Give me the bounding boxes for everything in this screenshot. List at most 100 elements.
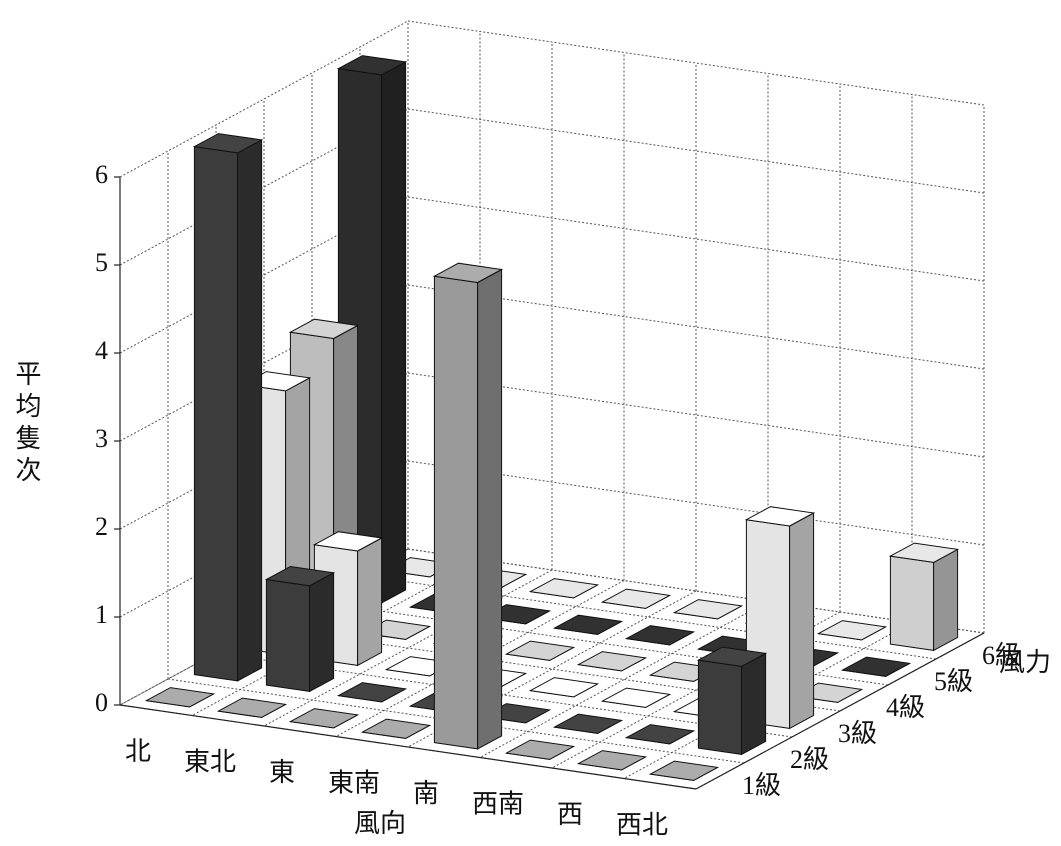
bar — [576, 750, 648, 771]
bar-top — [840, 656, 912, 677]
bar-top — [360, 718, 432, 739]
x-tick-label: 西 — [557, 800, 583, 829]
z-tick-label: 1 — [95, 600, 108, 629]
bar — [336, 682, 408, 703]
y-tick-label: 2級 — [790, 745, 829, 774]
bar-top — [528, 677, 600, 698]
bar-side — [789, 512, 815, 730]
bar — [528, 677, 600, 698]
grid-line — [407, 108, 985, 194]
grid-line — [119, 20, 409, 178]
bar-side — [933, 548, 959, 652]
bar — [672, 599, 744, 620]
bar-side — [741, 652, 767, 756]
z-tick-label: 0 — [95, 688, 108, 717]
grid-line — [407, 548, 985, 634]
bar-top — [504, 640, 576, 661]
x-tick-label: 北 — [125, 737, 151, 766]
bar — [552, 713, 624, 734]
y-tick-label: 5級 — [934, 667, 973, 696]
x-tick-label: 西南 — [472, 790, 524, 819]
bar — [888, 542, 960, 652]
bar — [192, 133, 264, 682]
bar — [264, 565, 336, 693]
z-tick-label: 6 — [95, 160, 108, 189]
y-tick-label: 6級 — [982, 641, 1021, 670]
grid-line — [407, 372, 985, 458]
bar — [432, 262, 504, 750]
y-axis-title: 風力 — [999, 648, 1051, 677]
bar-top — [576, 651, 648, 672]
bar-side — [309, 571, 335, 693]
bar-front — [193, 146, 239, 682]
bar-top — [888, 542, 960, 563]
bar — [360, 718, 432, 739]
floor-line — [335, 580, 625, 737]
bar — [504, 640, 576, 661]
bar — [600, 687, 672, 708]
bar-top — [576, 750, 648, 771]
bar-top — [264, 565, 336, 587]
bar — [840, 656, 912, 677]
bar-front — [889, 555, 935, 651]
bar — [696, 646, 768, 756]
bar-top — [648, 760, 720, 781]
grid-line — [407, 284, 985, 370]
bar — [576, 651, 648, 672]
x-tick-label: 東 — [269, 758, 295, 787]
bar — [216, 697, 288, 718]
bar-side — [381, 61, 407, 604]
grid-line — [407, 460, 985, 546]
y-axis — [695, 632, 985, 790]
grid-line — [407, 196, 985, 282]
x-tick-label: 西北 — [616, 811, 668, 840]
bar-top — [816, 620, 888, 641]
z-axis-title: 平均隻次 — [12, 360, 41, 488]
bar-top — [528, 578, 600, 599]
bar-top — [744, 506, 816, 527]
bar-top — [552, 713, 624, 734]
z-tick-label: 2 — [95, 512, 108, 541]
floor-line — [479, 601, 769, 758]
bar — [144, 687, 216, 708]
bar — [648, 760, 720, 781]
bar-top — [600, 588, 672, 609]
bar-top — [552, 614, 624, 635]
z-tick-label: 3 — [95, 424, 108, 453]
grid-line — [407, 20, 985, 106]
bar-top — [192, 133, 264, 154]
bar-top — [312, 531, 384, 552]
bar-side — [237, 139, 263, 682]
bar — [288, 708, 360, 729]
bar-side — [477, 268, 503, 750]
y-tick-label: 1級 — [742, 771, 781, 800]
x-axis-title: 風向 — [354, 809, 406, 838]
bar-top — [288, 318, 360, 340]
bar-front — [433, 275, 479, 750]
bar-top — [672, 599, 744, 620]
bar-top — [336, 682, 408, 703]
bar — [528, 578, 600, 599]
x-tick-label: 東南 — [328, 769, 380, 798]
plot: 0 1 2 3 4 5 6 北 東北 東 東南 南 西南 西 西北 1級 2級 3級 4級 5級 6級 — [95, 20, 1021, 840]
bar — [600, 588, 672, 609]
bar — [552, 614, 624, 635]
z-tick-label: 4 — [95, 336, 108, 365]
bar-top — [144, 687, 216, 708]
bar-top — [624, 724, 696, 745]
bar-top — [696, 646, 768, 667]
x-axis — [119, 704, 697, 790]
bar — [504, 739, 576, 760]
bar-top — [624, 625, 696, 646]
bar-top — [336, 55, 408, 76]
y-tick-label: 4級 — [886, 693, 925, 722]
y-tick-label: 3級 — [838, 719, 877, 748]
bar-top — [504, 739, 576, 760]
bar-front — [697, 659, 743, 755]
z-tick-label: 5 — [95, 248, 108, 277]
bar-top — [216, 697, 288, 718]
bar-side — [357, 537, 383, 667]
x-tick-label: 南 — [413, 779, 439, 808]
bar-front — [265, 578, 311, 692]
